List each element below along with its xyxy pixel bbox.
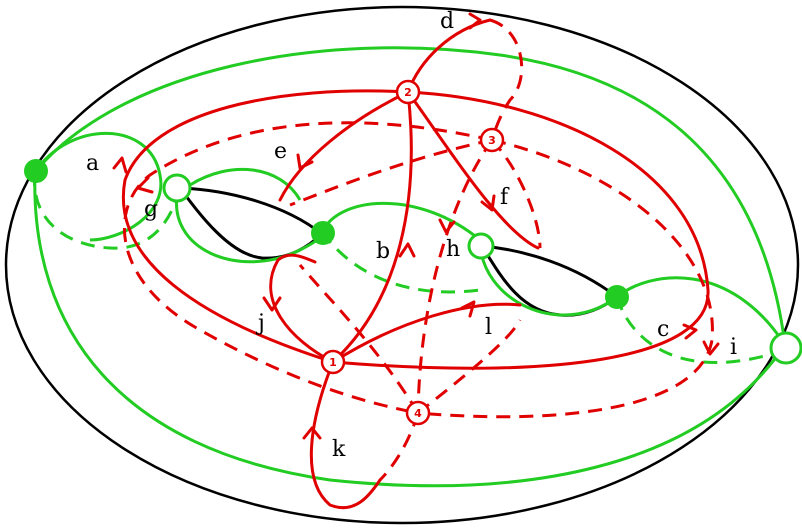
curve-label-c: c	[657, 317, 669, 342]
arrow-c	[682, 323, 698, 340]
vertex-4: 4	[405, 400, 431, 426]
red-curve-e	[278, 90, 410, 202]
arrow-f	[480, 194, 496, 212]
green-dot-right	[605, 285, 629, 309]
curve-label-h: h	[446, 237, 460, 262]
curve-label-k: k	[332, 437, 346, 462]
green-dot-left	[24, 159, 48, 183]
red-dash-4-right	[417, 319, 522, 415]
arrow-h	[438, 218, 456, 234]
red-curve-l	[331, 302, 522, 364]
red-curve-k	[309, 360, 382, 510]
arrow-g	[136, 176, 154, 194]
red-curve-b	[331, 90, 413, 364]
red-dash-i	[417, 138, 714, 419]
green-ring-g	[162, 173, 192, 203]
vertex-3: 3	[479, 127, 505, 153]
green-ring-h	[467, 232, 495, 260]
arrow-j	[262, 296, 282, 312]
vertex-3-label: 3	[488, 134, 496, 147]
arrow-l	[460, 300, 476, 318]
arrow-a	[112, 156, 128, 174]
green-curve-left-loop	[33, 131, 163, 242]
green-curve-h-ring	[478, 239, 618, 317]
red-dash-3-hole	[289, 138, 493, 207]
green-curve-outer	[33, 46, 787, 346]
curve-label-f: f	[500, 185, 510, 210]
curve-label-a: a	[86, 151, 99, 176]
arrow-k	[302, 426, 322, 440]
green-curve-g-top	[189, 167, 302, 201]
green-curve-right-dash	[615, 296, 786, 364]
red-dash-top	[489, 18, 524, 141]
arrow-b	[398, 242, 416, 258]
vertex-2: 2	[395, 79, 421, 105]
red-curve-f	[406, 90, 540, 250]
curve-label-i: i	[730, 335, 737, 360]
arrow-i	[702, 340, 720, 356]
hole-left-rim	[179, 186, 323, 236]
red-dash-4-left	[298, 264, 420, 414]
green-dot-mid	[311, 221, 335, 245]
red-curve-j	[269, 253, 335, 364]
curve-label-l: l	[485, 315, 492, 340]
curve-label-b: b	[376, 239, 390, 264]
vertex-2-label: 2	[404, 86, 412, 99]
green-curve-bottom	[33, 171, 787, 488]
arrow-e	[296, 153, 314, 170]
curve-label-d: d	[440, 9, 454, 34]
vertex-1-label: 1	[329, 356, 337, 369]
curve-label-j: j	[255, 311, 265, 336]
green-curve-left-dash	[32, 171, 180, 250]
green-curve-mid-dash	[320, 231, 481, 294]
vertex-4-label: 4	[414, 407, 422, 420]
surface-outline	[4, 5, 800, 525]
red-dash-3-down	[416, 139, 494, 414]
hole-right-rim	[481, 244, 618, 299]
green-curve-mid	[320, 201, 481, 242]
curve-label-e: e	[274, 139, 287, 164]
green-curve-right-loop	[616, 276, 787, 346]
red-curve-c	[331, 90, 710, 370]
green-ring-right	[769, 331, 802, 365]
curve-label-g: g	[144, 197, 158, 222]
arrow-d	[468, 12, 482, 30]
vertex-1: 1	[320, 349, 346, 375]
red-curve-a	[121, 89, 410, 364]
